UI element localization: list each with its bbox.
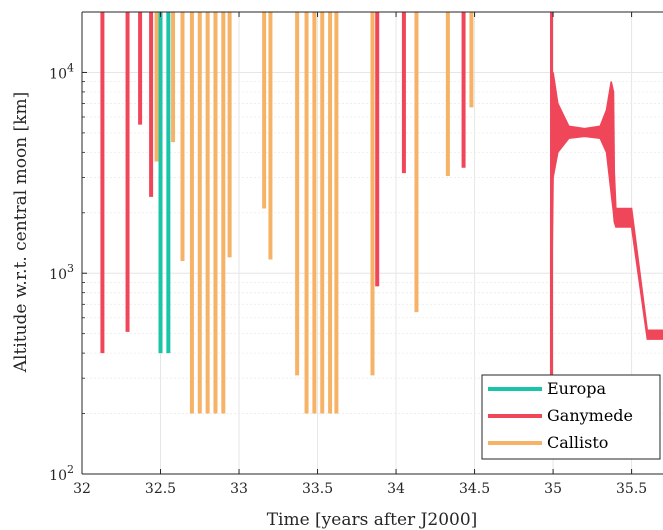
y-axis-label: Altitude w.r.t. central moon [km] [11, 92, 31, 373]
x-axis-label: Time [years after J2000] [267, 510, 478, 530]
legend-label-callisto: Callisto [547, 433, 608, 452]
x-tick-label: 34.5 [459, 481, 490, 497]
x-tick-label: 34 [387, 481, 405, 497]
y-axis-ticks: 102 103 104 [49, 11, 87, 484]
y-tick-label: 103 [49, 262, 74, 283]
x-tick-label: 33 [230, 481, 248, 497]
y-tick-label: 104 [49, 61, 74, 82]
plot-area [100, 12, 663, 414]
x-tick-label: 32.5 [145, 481, 176, 497]
x-tick-label: 33.5 [302, 481, 333, 497]
legend-label-ganymede: Ganymede [547, 406, 633, 425]
y-tick-label: 102 [49, 463, 74, 484]
axes-frame [81, 11, 663, 475]
x-tick-label: 32 [73, 481, 91, 497]
legend: Europa Ganymede Callisto [481, 374, 661, 460]
x-axis-ticks: 32 32.5 33 33.5 34 34.5 35 35.5 [73, 12, 647, 497]
x-tick-label: 35 [544, 481, 562, 497]
legend-label-europa: Europa [547, 379, 607, 398]
x-tick-label: 35.5 [616, 481, 647, 497]
ganymede-orbit-band [549, 72, 663, 379]
